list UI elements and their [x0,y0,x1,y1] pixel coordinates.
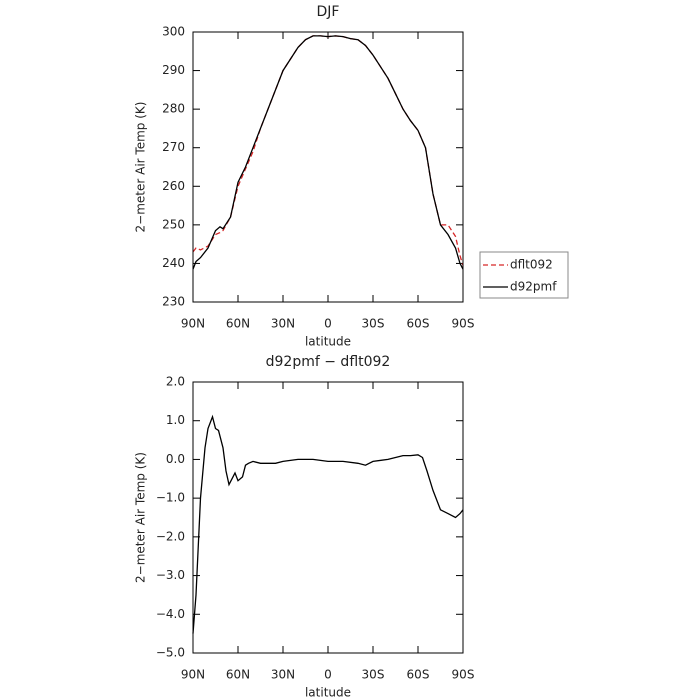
plot-frame [192,31,464,303]
y-axis-label: 2−meter Air Temp (K) [134,102,148,233]
x-tick-label: 30S [362,668,385,682]
y-tick-label: −1.0 [156,491,185,505]
x-tick-label: 0 [324,317,332,331]
x-tick-label: 60N [226,668,250,682]
x-tick-label: 30N [271,317,295,331]
x-tick-label: 60S [407,668,430,682]
x-tick-label: 90S [452,317,475,331]
x-tick-label: 60N [226,317,250,331]
y-tick-label: −4.0 [156,607,185,621]
x-tick-label: 30N [271,668,295,682]
legend-label: d92pmf [510,280,557,294]
legend-label: dflt092 [510,258,553,272]
legend-box [479,251,569,299]
y-tick-label: 230 [162,295,185,309]
y-tick-label: 2.0 [166,375,185,389]
data-line [192,35,464,270]
y-tick-label: 300 [162,25,185,39]
y-tick-label: 260 [162,179,185,193]
x-axis-label: latitude [305,335,351,349]
y-tick-label: 250 [162,217,185,231]
y-tick-label: 280 [162,102,185,116]
x-tick-label: 90N [181,668,205,682]
x-tick-label: 0 [324,668,332,682]
y-tick-label: −5.0 [156,646,185,660]
chart-title: DJF [317,4,340,20]
x-tick-label: 60S [407,317,430,331]
data-line [192,414,464,634]
y-tick-label: −2.0 [156,529,185,543]
y-tick-label: 1.0 [166,413,185,427]
y-tick-label: 240 [162,256,185,270]
plot-frame [192,381,464,654]
data-line [192,35,464,266]
x-axis-label: latitude [305,686,351,700]
chart-title: d92pmf − dflt092 [266,354,391,370]
x-tick-label: 90S [452,668,475,682]
y-axis-label: 2−meter Air Temp (K) [134,452,148,583]
x-tick-label: 90N [181,317,205,331]
y-tick-label: 0.0 [166,452,185,466]
y-tick-label: 270 [162,140,185,154]
y-tick-label: −3.0 [156,568,185,582]
x-tick-label: 30S [362,317,385,331]
y-tick-label: 290 [162,63,185,77]
